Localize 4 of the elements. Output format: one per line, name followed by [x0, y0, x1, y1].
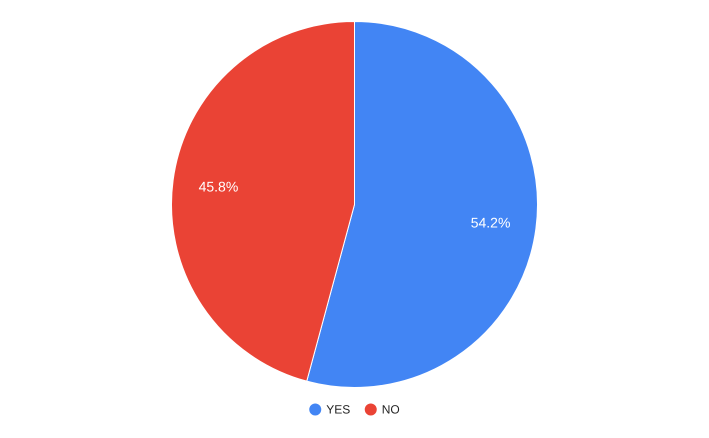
- legend-label: YES: [326, 402, 350, 416]
- data-label: 54.2%: [470, 214, 510, 231]
- data-label: 45.8%: [198, 178, 238, 194]
- legend-label: NO: [382, 402, 400, 416]
